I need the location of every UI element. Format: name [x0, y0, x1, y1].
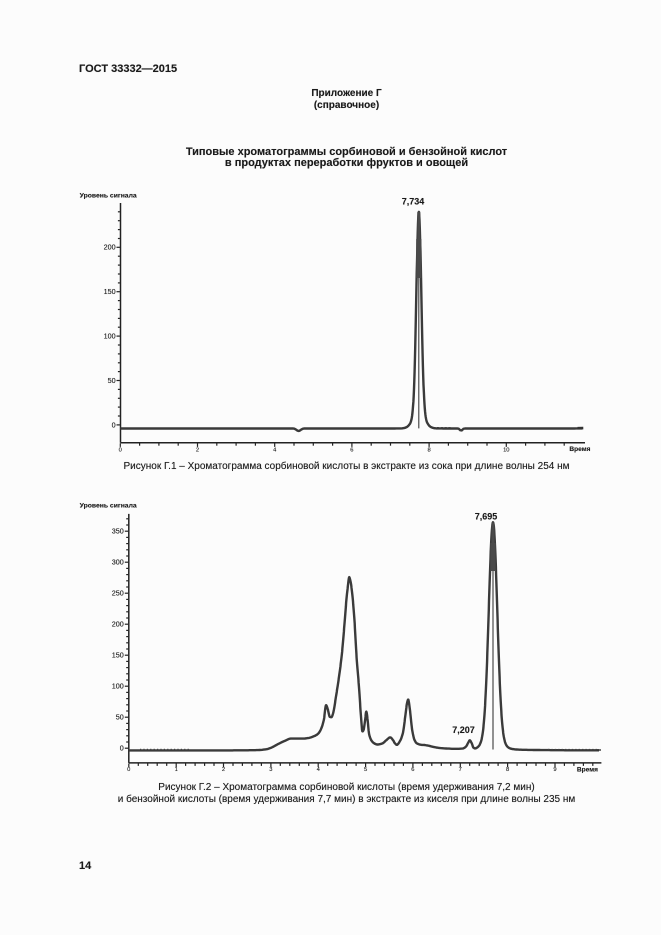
svg-text:100: 100: [112, 682, 124, 691]
svg-text:10: 10: [503, 448, 509, 454]
svg-text:Время: Время: [569, 446, 590, 453]
svg-text:0: 0: [120, 744, 124, 753]
svg-text:Уровень сигнала: Уровень сигнала: [80, 193, 137, 200]
svg-text:1: 1: [175, 767, 178, 773]
svg-text:7,695: 7,695: [475, 512, 498, 522]
svg-text:350: 350: [112, 527, 124, 536]
svg-text:2: 2: [222, 767, 225, 773]
svg-text:7,207: 7,207: [452, 725, 475, 735]
svg-text:150: 150: [112, 651, 124, 660]
svg-text:Уровень сигнала: Уровень сигнала: [80, 503, 137, 510]
svg-text:7,734: 7,734: [402, 197, 425, 207]
svg-text:9: 9: [553, 767, 556, 773]
svg-text:100: 100: [104, 332, 116, 341]
svg-text:4: 4: [317, 767, 321, 773]
svg-text:6: 6: [411, 767, 414, 773]
svg-text:8: 8: [427, 448, 430, 454]
svg-text:6: 6: [350, 448, 353, 454]
svg-text:200: 200: [104, 243, 116, 252]
svg-text:50: 50: [108, 376, 116, 385]
svg-text:3: 3: [269, 767, 272, 773]
svg-text:150: 150: [104, 287, 116, 296]
svg-text:250: 250: [112, 589, 124, 598]
svg-text:0: 0: [119, 448, 122, 454]
svg-text:4: 4: [273, 448, 277, 454]
svg-text:200: 200: [112, 620, 124, 629]
svg-text:2: 2: [196, 448, 199, 454]
svg-text:0: 0: [112, 420, 116, 429]
svg-text:Время: Время: [577, 766, 598, 773]
svg-text:5: 5: [364, 767, 367, 773]
svg-text:8: 8: [506, 767, 509, 773]
svg-text:50: 50: [116, 713, 124, 722]
svg-text:7: 7: [459, 767, 462, 773]
svg-text:300: 300: [112, 558, 124, 567]
svg-text:0: 0: [127, 767, 130, 773]
